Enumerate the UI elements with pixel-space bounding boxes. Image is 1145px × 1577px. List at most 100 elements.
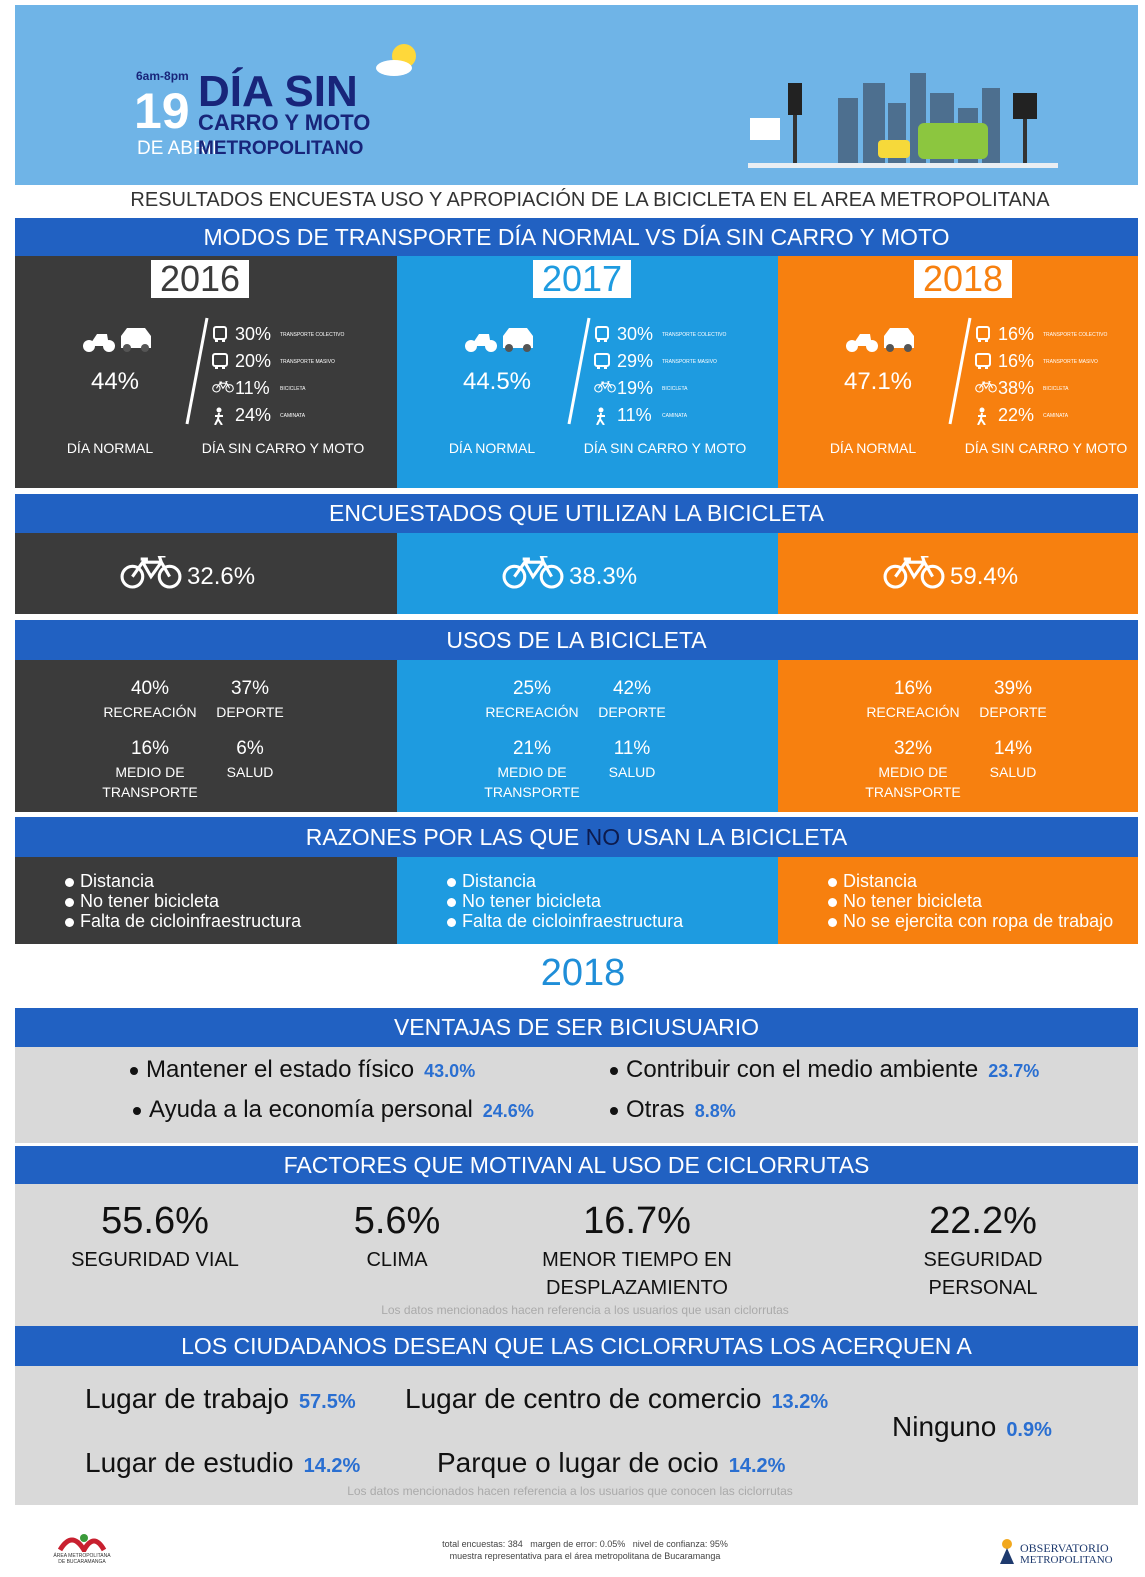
- left-logo-mark-part: [60, 1540, 104, 1550]
- bike-user-value: 38.3%: [569, 563, 637, 591]
- note: Los datos mencionados hacen referencia a…: [381, 1303, 789, 1317]
- destination: Parque o lugar de ocio 14.2%: [437, 1447, 785, 1479]
- section-bar: LOS CIUDADANOS DESEAN QUE LAS CICLORRUTA…: [15, 1326, 1138, 1366]
- use-value: 40%: [131, 678, 169, 700]
- sun-icon: [372, 40, 422, 80]
- bike-icon-part: [502, 556, 564, 590]
- use-label: RECREACIÓN: [485, 702, 578, 722]
- destination: Lugar de centro de comercio 13.2%: [405, 1383, 828, 1415]
- advantage: Contribuir con el medio ambiente23.7%: [610, 1056, 1039, 1084]
- reason: Distancia: [80, 871, 154, 892]
- divider-part: [948, 316, 972, 426]
- mode-icon-part: [212, 353, 228, 369]
- section-bar: MODOS DE TRANSPORTE DÍA NORMAL VS DÍA SI…: [15, 218, 1138, 256]
- advantage-label: Otras: [626, 1096, 685, 1123]
- infographic: 6am-8pm 19 DÍA SIN CARRO Y MOTO DE ABRIL…: [0, 0, 1145, 1577]
- transport-icon-part: [463, 326, 535, 354]
- factor-label: MENOR TIEMPO EN DESPLAZAMIENTO: [542, 1246, 732, 1302]
- mode-icon: [594, 380, 616, 398]
- reason: No tener bicicleta: [843, 891, 982, 912]
- mode-icon-part: [604, 366, 607, 369]
- transport-icon-part: [904, 344, 912, 352]
- reason: No se ejercita con ropa de trabajo: [843, 911, 1113, 932]
- destination-label: Lugar de centro de comercio: [405, 1383, 761, 1414]
- destination-value: 13.2%: [771, 1391, 828, 1413]
- mode-value: 30%: [617, 324, 653, 345]
- advantage-label: Ayuda a la economía personal: [149, 1096, 473, 1123]
- right-logo-text: METROPOLITANO: [1020, 1554, 1113, 1566]
- bullet: [828, 878, 837, 887]
- section-bar: USOS DE LA BICICLETA: [15, 620, 1138, 660]
- header-title2: CARRO Y MOTO: [198, 112, 370, 134]
- use-value: 39%: [994, 678, 1032, 700]
- use-value: 16%: [131, 738, 169, 760]
- mode-icon-part: [215, 413, 223, 425]
- left-logo-mark-part: [80, 1534, 88, 1542]
- left-logo-text: ÁREA METROPOLITANA DE BUCARAMANGA: [53, 1553, 110, 1565]
- mode-label: TRANSPORTE COLECTIVO: [662, 332, 726, 338]
- bullet: [447, 878, 456, 887]
- cloud: [376, 60, 412, 76]
- use-value: 14%: [994, 738, 1032, 760]
- use-value: 32%: [894, 738, 932, 760]
- mode-icon-part: [594, 407, 608, 425]
- destination: Ninguno0.9%: [892, 1411, 1052, 1443]
- transport-icon-part: [465, 328, 533, 352]
- billboard: [750, 118, 780, 140]
- factor-value: 16.7%: [583, 1200, 691, 1243]
- right-logo-mark-part: [1002, 1539, 1012, 1549]
- mode-icon-part: [594, 326, 610, 342]
- mode-icon-part: [598, 381, 611, 388]
- normal-label: DÍA NORMAL: [67, 440, 153, 456]
- bullet: [65, 918, 74, 927]
- section-bar: VENTAJAS DE SER BICIUSUARIO: [15, 1008, 1138, 1047]
- mode-value: 11%: [235, 378, 270, 399]
- mode-icon-part: [595, 381, 616, 392]
- destination-label: Lugar de trabajo: [85, 1383, 289, 1414]
- divider-part: [569, 318, 589, 424]
- reason: Falta de cicloinfraestructura: [462, 911, 683, 932]
- header-hours: 6am-8pm: [136, 70, 189, 82]
- use-label: DEPORTE: [598, 702, 665, 722]
- mode-icon: [594, 326, 610, 347]
- bike-icon-part: [883, 556, 945, 590]
- mode-icon-part: [595, 354, 609, 366]
- destination-value: 0.9%: [1006, 1419, 1052, 1441]
- mode-value: 16%: [998, 324, 1034, 345]
- mode-icon-part: [976, 381, 997, 392]
- use-value: 11%: [614, 738, 651, 760]
- normal-label: DÍA NORMAL: [449, 440, 535, 456]
- mode-value: 38%: [998, 378, 1034, 399]
- header-title: DÍA SIN: [198, 70, 358, 114]
- use-label: MEDIO DE TRANSPORTE: [102, 762, 197, 802]
- mode-value: 24%: [235, 405, 271, 426]
- destination-value: 14.2%: [304, 1455, 361, 1477]
- bullet: [610, 1107, 618, 1115]
- destination-label: Parque o lugar de ocio: [437, 1447, 719, 1478]
- destination-value: 14.2%: [729, 1455, 786, 1477]
- factor-value: 55.6%: [101, 1200, 209, 1243]
- use-label: SALUD: [990, 762, 1037, 782]
- advantage-value: 43.0%: [424, 1061, 475, 1081]
- bullet: [447, 898, 456, 907]
- use-value: 42%: [613, 678, 651, 700]
- mode-label: TRANSPORTE COLECTIVO: [1043, 332, 1107, 338]
- transport-icon: [463, 326, 535, 359]
- use-label: SALUD: [227, 762, 274, 782]
- use-label: MEDIO DE TRANSPORTE: [865, 762, 960, 802]
- divider-part: [950, 318, 970, 424]
- mode-icon-part: [214, 327, 226, 339]
- advantage-value: 23.7%: [988, 1061, 1039, 1081]
- use-value: 25%: [513, 678, 551, 700]
- subtitle: RESULTADOS ENCUESTA USO Y APROPIACIÓN DE…: [130, 189, 1049, 212]
- traffic-pole: [1023, 119, 1027, 165]
- title-text: RAZONES POR LAS QUE: [306, 824, 586, 850]
- mode-icon-part: [222, 339, 225, 342]
- bike-icon: [883, 556, 945, 595]
- footnote: total encuestas: 384 margen de error: 0.…: [442, 1539, 728, 1549]
- reason: Distancia: [843, 871, 917, 892]
- mode-icon-part: [212, 326, 228, 342]
- use-value: 16%: [894, 678, 932, 700]
